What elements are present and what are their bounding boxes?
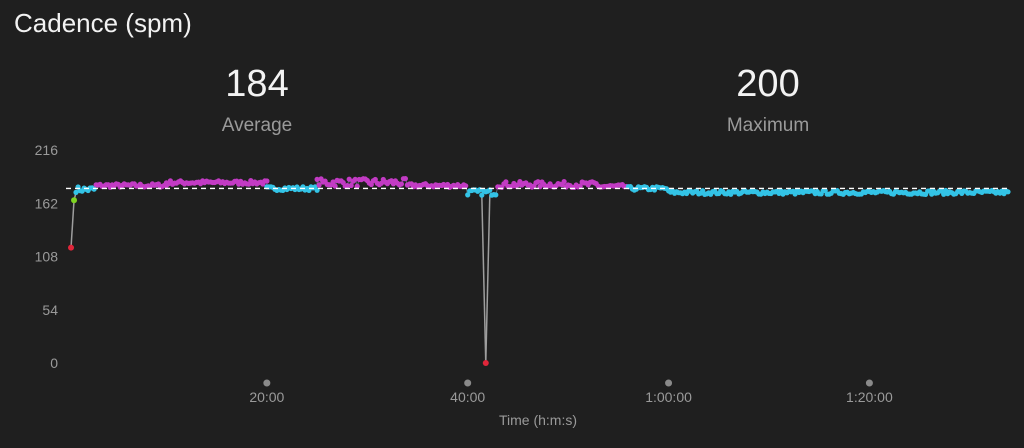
data-point xyxy=(344,183,350,189)
data-point xyxy=(1005,189,1011,195)
average-stat: 184 Average xyxy=(157,62,357,138)
data-point xyxy=(503,179,509,185)
y-tick-label: 162 xyxy=(35,195,59,211)
average-label: Average xyxy=(221,115,293,136)
x-tick-marker xyxy=(464,379,472,387)
data-point xyxy=(316,182,322,188)
data-point xyxy=(73,189,79,195)
y-axis: 216 162 108 54 0 xyxy=(35,142,59,371)
x-tick-marker xyxy=(263,379,271,387)
data-point xyxy=(479,192,485,198)
y-tick-label: 54 xyxy=(42,302,58,318)
cadence-points xyxy=(73,176,1011,198)
data-point xyxy=(398,181,404,187)
maximum-label: Maximum xyxy=(726,115,810,136)
data-point xyxy=(465,192,471,198)
data-point xyxy=(264,178,270,184)
maximum-stat: 200 Maximum xyxy=(668,62,868,138)
cadence-connector-lines xyxy=(70,177,1009,364)
data-point xyxy=(402,176,408,182)
data-point xyxy=(352,176,358,182)
x-tick-label: 20:00 xyxy=(249,389,284,405)
data-point xyxy=(535,179,541,185)
x-tick-marker xyxy=(865,379,873,387)
x-tick-label: 40:00 xyxy=(450,389,485,405)
anomaly-point xyxy=(68,244,75,251)
maximum-value: 200 xyxy=(736,63,800,105)
data-point xyxy=(314,176,320,182)
data-point xyxy=(463,183,469,189)
connector-line xyxy=(481,193,487,364)
data-point xyxy=(330,179,336,185)
anomaly-point xyxy=(71,197,78,204)
data-point xyxy=(346,176,352,182)
data-point xyxy=(332,183,338,189)
y-tick-label: 108 xyxy=(35,249,59,265)
x-axis-label: Time (h:m:s) xyxy=(499,412,577,428)
data-point xyxy=(348,182,354,189)
page-title: Cadence (spm) xyxy=(14,8,192,38)
y-tick-label: 0 xyxy=(50,355,58,371)
x-axis: 20:00 40:00 1:00:00 1:20:00 xyxy=(249,379,893,405)
x-tick-label: 1:00:00 xyxy=(645,389,692,405)
data-point xyxy=(354,183,360,189)
data-point xyxy=(561,179,567,185)
anomaly-point xyxy=(482,360,489,366)
x-tick-label: 1:20:00 xyxy=(846,389,893,405)
average-value: 184 xyxy=(225,63,289,105)
y-tick-label: 216 xyxy=(35,142,59,158)
x-tick-marker xyxy=(665,379,673,387)
anomaly-points xyxy=(68,197,489,366)
connector-line xyxy=(485,195,491,364)
connector-line xyxy=(70,200,75,248)
data-point xyxy=(493,192,499,198)
data-point xyxy=(577,183,583,189)
